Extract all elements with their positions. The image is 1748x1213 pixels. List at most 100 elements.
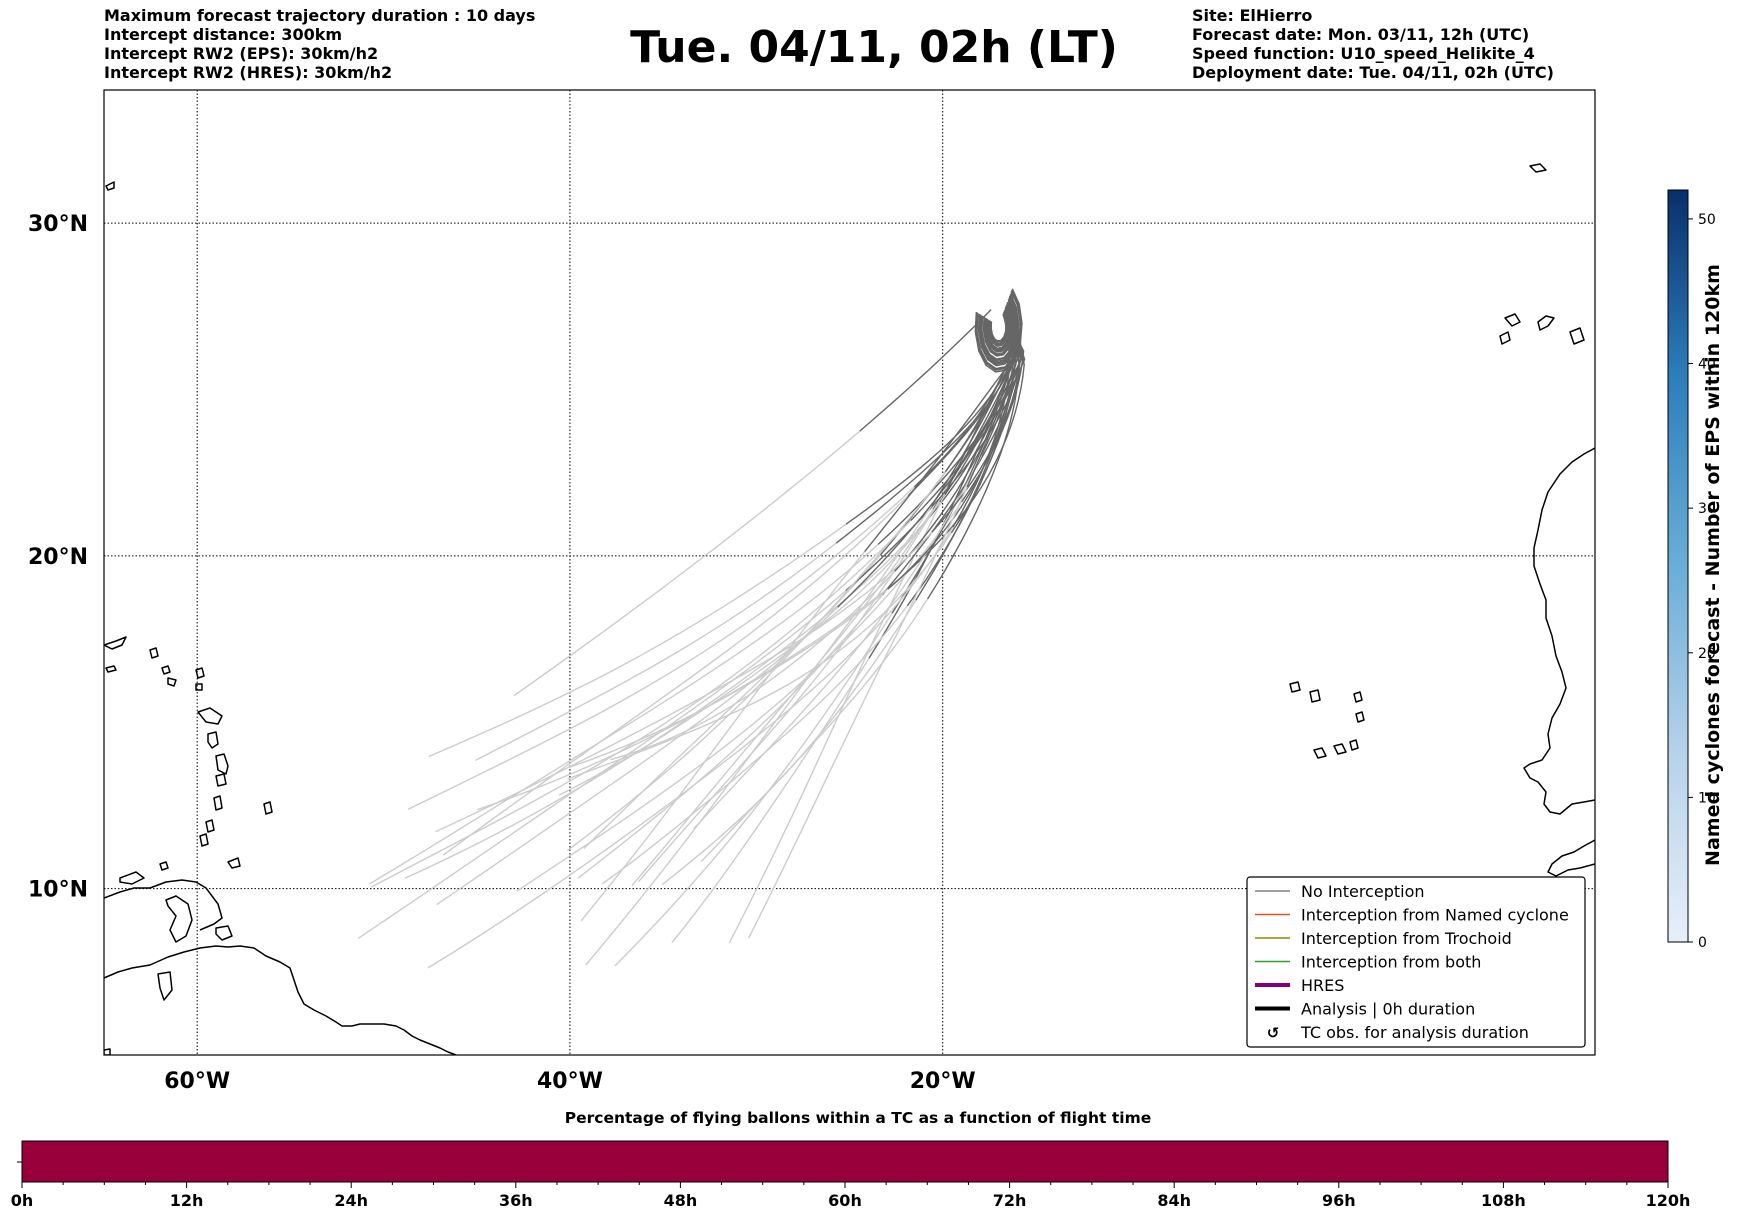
trajectory-segment-late	[747, 486, 968, 939]
legend-label: Interception from Named cyclone	[1301, 906, 1569, 925]
trajectory-segment-late	[585, 505, 933, 966]
bar-tick-label: 120h	[1646, 1191, 1691, 1210]
header-right-line: Forecast date: Mon. 03/11, 12h (UTC)	[1192, 25, 1530, 44]
bar-tick-label: 12h	[170, 1191, 204, 1210]
coast-cape-verde	[1309, 689, 1321, 703]
coast-trinidad	[215, 925, 233, 941]
coast-guinea	[1547, 839, 1595, 877]
coast-island	[227, 857, 241, 869]
legend-label: HRES	[1301, 976, 1344, 995]
lon-tick-label: 40°W	[537, 1069, 603, 1094]
trajectory-segment-late	[475, 542, 837, 762]
trajectory-segment-early	[944, 290, 1022, 473]
trajectory-segment-late	[427, 526, 954, 969]
tc-percentage-bar	[21, 1140, 1669, 1183]
coast-island	[207, 731, 219, 749]
coast-canary	[1569, 327, 1585, 345]
bottom-bar-title: Percentage of flying ballons within a TC…	[564, 1109, 1152, 1127]
trajectory-segment-late	[442, 495, 909, 856]
trajectory-segment-late	[637, 486, 949, 883]
trajectory-segment-early	[913, 291, 1022, 488]
colorbar-label: Named cyclones forecast - Number of EPS …	[1702, 264, 1724, 866]
coast-venezuela-lake	[165, 895, 193, 943]
bottom-bar-chart: 0h 12h 24h 36h 48h 60h 72h 84h 96h 108h 120h	[11, 1140, 1691, 1210]
coast-gulf-paria	[104, 879, 223, 931]
bar-tick-label: 0h	[11, 1191, 34, 1210]
coast-island	[215, 773, 227, 787]
legend-label: TC obs. for analysis duration	[1300, 1023, 1529, 1042]
colorbar-tick-label: 10	[1698, 790, 1716, 806]
coast-island	[161, 665, 171, 675]
colorbar-tick-label: 20	[1698, 646, 1716, 662]
legend-item: Interception from both	[1255, 953, 1481, 972]
lon-tick-label: 20°W	[910, 1069, 976, 1094]
bar-tick-label: 60h	[828, 1191, 862, 1210]
map	[103, 89, 1596, 1056]
lat-tick-label: 30°N	[28, 212, 88, 237]
coast-island	[105, 181, 115, 191]
legend-item: Interception from Named cyclone	[1255, 906, 1569, 925]
trajectory-segment-early	[837, 313, 1020, 608]
coast-island	[205, 819, 215, 833]
bar-tick-label: 24h	[334, 1191, 368, 1210]
legend-item: ↺ TC obs. for analysis duration	[1267, 1023, 1529, 1042]
lat-tick-label: 10°N	[28, 878, 88, 903]
trajectory-segment-late	[371, 520, 912, 888]
trajectory-segment-early	[915, 294, 1023, 601]
legend-label: Interception from both	[1301, 953, 1481, 972]
coast-canary	[1537, 315, 1555, 331]
coast-island	[195, 667, 205, 679]
coast-island	[167, 677, 177, 687]
coast-cape-verde	[1313, 747, 1327, 759]
trajectory-segment-late	[610, 570, 896, 761]
bar-tick-label: 48h	[664, 1191, 698, 1210]
legend-label: Interception from Trochoid	[1301, 929, 1512, 948]
coast-cape-verde	[1353, 691, 1363, 703]
legend-item: HRES	[1255, 976, 1344, 995]
coast-island	[105, 665, 117, 673]
coast-cape-verde	[1289, 681, 1301, 693]
bar-tick-label: 84h	[1157, 1191, 1191, 1210]
coast-island	[213, 795, 223, 811]
colorbar-gradient	[1667, 189, 1689, 943]
trajectory-segment-early	[907, 305, 1013, 497]
coast-island	[149, 647, 159, 659]
header-right-info: Site: ElHierro Forecast date: Mon. 03/11…	[1192, 6, 1554, 82]
trajectories	[357, 288, 1026, 969]
legend: No Interception Interception from Named c…	[1246, 876, 1586, 1048]
trajectory-segment-late	[369, 543, 879, 885]
coast-canary	[1529, 163, 1547, 173]
trajectory-segment-late	[513, 430, 861, 697]
coast-south-america	[104, 945, 457, 1055]
trajectory-segment-late	[428, 523, 847, 758]
tc-marker-icon: ↺	[1267, 1024, 1280, 1042]
coast-island	[197, 707, 223, 725]
header-right-line: Speed function: U10_speed_Helikite_4	[1192, 44, 1535, 63]
trajectory-segment-late	[407, 486, 915, 811]
coast-island	[199, 833, 209, 847]
coast-cape-verde	[1355, 711, 1365, 723]
trajectory-segment-late	[567, 532, 952, 780]
coastlines	[104, 163, 1595, 1055]
header-left-line: Maximum forecast trajectory duration : 1…	[104, 6, 536, 25]
bar-tick-label: 36h	[499, 1191, 533, 1210]
trajectory-segment-early	[927, 308, 1020, 600]
lon-tick-label: 60°W	[164, 1069, 230, 1094]
colorbar-tick-label: 0	[1698, 935, 1707, 951]
coast-island	[104, 1048, 111, 1055]
colorbar-tick-label: 30	[1698, 501, 1716, 517]
legend-item: Interception from Trochoid	[1255, 929, 1512, 948]
coast-island	[263, 801, 273, 815]
header-right-line: Deployment date: Tue. 04/11, 02h (UTC)	[1192, 63, 1554, 82]
coast-island	[215, 753, 229, 775]
legend-box	[1246, 876, 1586, 1048]
axis-labels: 30°N 20°N 10°N 60°W 40°W 20°W	[28, 212, 976, 1094]
coast-cape-verde	[1349, 739, 1359, 751]
legend-label: No Interception	[1301, 882, 1425, 901]
trajectory-segment-early	[859, 309, 992, 432]
trajectory-segment-late	[357, 590, 847, 939]
trajectory-segment-late	[577, 594, 884, 879]
coast-west-africa	[1523, 447, 1595, 815]
trajectory-segment-late	[700, 598, 929, 863]
